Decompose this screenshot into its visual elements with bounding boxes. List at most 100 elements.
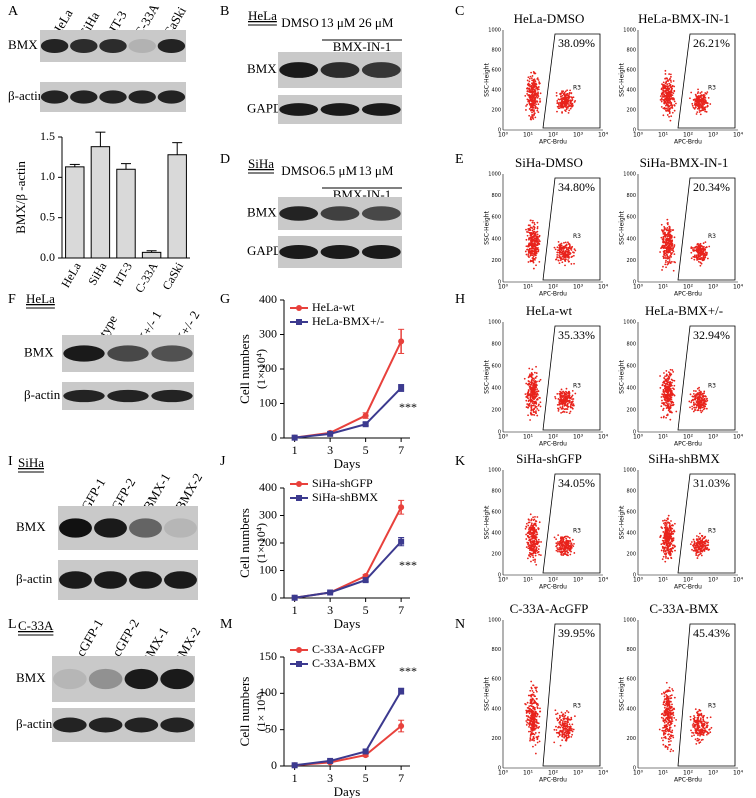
flow-y-tick-label: 1000 bbox=[623, 320, 636, 326]
y-tick-label: 400 bbox=[259, 292, 277, 306]
flow-dot bbox=[696, 554, 698, 556]
row-label: β-actin bbox=[8, 88, 45, 103]
flow-dot bbox=[663, 84, 665, 86]
flow-dot bbox=[564, 260, 566, 262]
flow-dot bbox=[534, 545, 536, 547]
flow-dot bbox=[674, 236, 676, 238]
flow-dot bbox=[531, 522, 533, 524]
flow-dot bbox=[700, 392, 702, 394]
flow-dot bbox=[557, 713, 559, 715]
flow-dot bbox=[662, 546, 664, 548]
flow-dot bbox=[529, 243, 531, 245]
flow-dot bbox=[557, 398, 559, 400]
flow-dot bbox=[700, 410, 702, 412]
x-tick-label: 1 bbox=[292, 771, 298, 785]
row-label: BMX bbox=[8, 37, 38, 52]
flow-dot bbox=[664, 227, 666, 229]
flow-dot bbox=[669, 534, 671, 536]
flow-dot bbox=[667, 558, 669, 560]
blot-band bbox=[151, 390, 192, 402]
y-axis-label: BMX/β -actin bbox=[13, 161, 28, 234]
flow-dot bbox=[537, 392, 539, 394]
flow-dot bbox=[568, 93, 570, 95]
flow-dot bbox=[530, 76, 532, 78]
lane-label: 6.5 μM bbox=[319, 163, 357, 178]
flow-dot bbox=[528, 695, 530, 697]
blot-band bbox=[160, 669, 194, 689]
flow-dot bbox=[701, 543, 703, 545]
flow-dot bbox=[667, 386, 669, 388]
flow-dot bbox=[566, 718, 568, 720]
flow-dot bbox=[530, 384, 532, 386]
flow-dot bbox=[561, 719, 563, 721]
flow-dot bbox=[663, 702, 665, 704]
flow-dot bbox=[538, 239, 540, 241]
flow-dot bbox=[537, 247, 539, 249]
y-tick-label: 400 bbox=[259, 480, 277, 494]
flow-dot bbox=[553, 729, 555, 731]
flow-dot bbox=[536, 720, 538, 722]
flow-dot bbox=[572, 405, 574, 407]
flow-dot bbox=[705, 241, 707, 243]
flow-dot bbox=[558, 241, 560, 243]
flow-dot bbox=[538, 89, 540, 91]
flow-dot bbox=[561, 544, 563, 546]
flow-dot bbox=[697, 409, 699, 411]
flow-dot bbox=[665, 378, 667, 380]
flow-dot bbox=[530, 72, 532, 74]
flow-dot bbox=[693, 715, 695, 717]
flow-dot bbox=[561, 715, 563, 717]
flow-dot bbox=[668, 244, 670, 246]
panel-letter: D bbox=[220, 152, 230, 167]
flow-dot bbox=[554, 247, 556, 249]
flow-dot bbox=[661, 693, 663, 695]
flow-dot bbox=[557, 727, 559, 729]
x-tick-label: HT-3 bbox=[110, 260, 135, 289]
flow-dot bbox=[669, 259, 671, 261]
flow-dot bbox=[666, 78, 668, 80]
treatment-label: BMX-IN-1 bbox=[333, 39, 392, 54]
flow-dot bbox=[673, 253, 675, 255]
y-tick-label: 1.5 bbox=[40, 129, 55, 143]
flow-dot bbox=[565, 96, 567, 98]
flow-dot bbox=[666, 522, 668, 524]
gate-percent: 26.21% bbox=[693, 36, 730, 50]
flow-dot bbox=[538, 86, 540, 88]
flow-dot bbox=[670, 73, 672, 75]
flow-y-tick-label: 200 bbox=[626, 108, 636, 114]
flow-dot bbox=[670, 533, 672, 535]
flow-dot bbox=[530, 538, 532, 540]
flow-dot bbox=[530, 715, 532, 717]
legend-marker bbox=[296, 481, 302, 487]
flow-dot bbox=[572, 398, 574, 400]
flow-dot bbox=[674, 380, 676, 382]
flow-dot bbox=[526, 104, 528, 106]
flow-y-tick-label: 800 bbox=[491, 647, 501, 653]
blot-band bbox=[158, 39, 185, 53]
flow-dot bbox=[671, 379, 673, 381]
flow-dot bbox=[531, 241, 533, 243]
flow-dot bbox=[538, 243, 540, 245]
flow-dot bbox=[567, 729, 569, 731]
blot-band bbox=[107, 345, 148, 361]
x-tick-label: 5 bbox=[363, 603, 369, 617]
flow-dot bbox=[693, 402, 695, 404]
flow-dot bbox=[529, 249, 531, 251]
flow-dot bbox=[666, 728, 668, 730]
flow-dot bbox=[693, 393, 695, 395]
flow-dot bbox=[562, 393, 564, 395]
flow-dot bbox=[663, 548, 665, 550]
flow-dot bbox=[556, 393, 558, 395]
flow-dot bbox=[560, 547, 562, 549]
flow-dot bbox=[702, 719, 704, 721]
flow-dot bbox=[534, 528, 536, 530]
flow-dot bbox=[534, 531, 536, 533]
flow-dot bbox=[535, 394, 537, 396]
flow-dot bbox=[558, 408, 560, 410]
flow-x-tick-label: 10¹ bbox=[658, 284, 669, 291]
flow-dot bbox=[533, 740, 535, 742]
flow-dot bbox=[524, 378, 526, 380]
flow-dot bbox=[569, 245, 571, 247]
flow-dot bbox=[665, 737, 667, 739]
flow-dot bbox=[536, 706, 538, 708]
